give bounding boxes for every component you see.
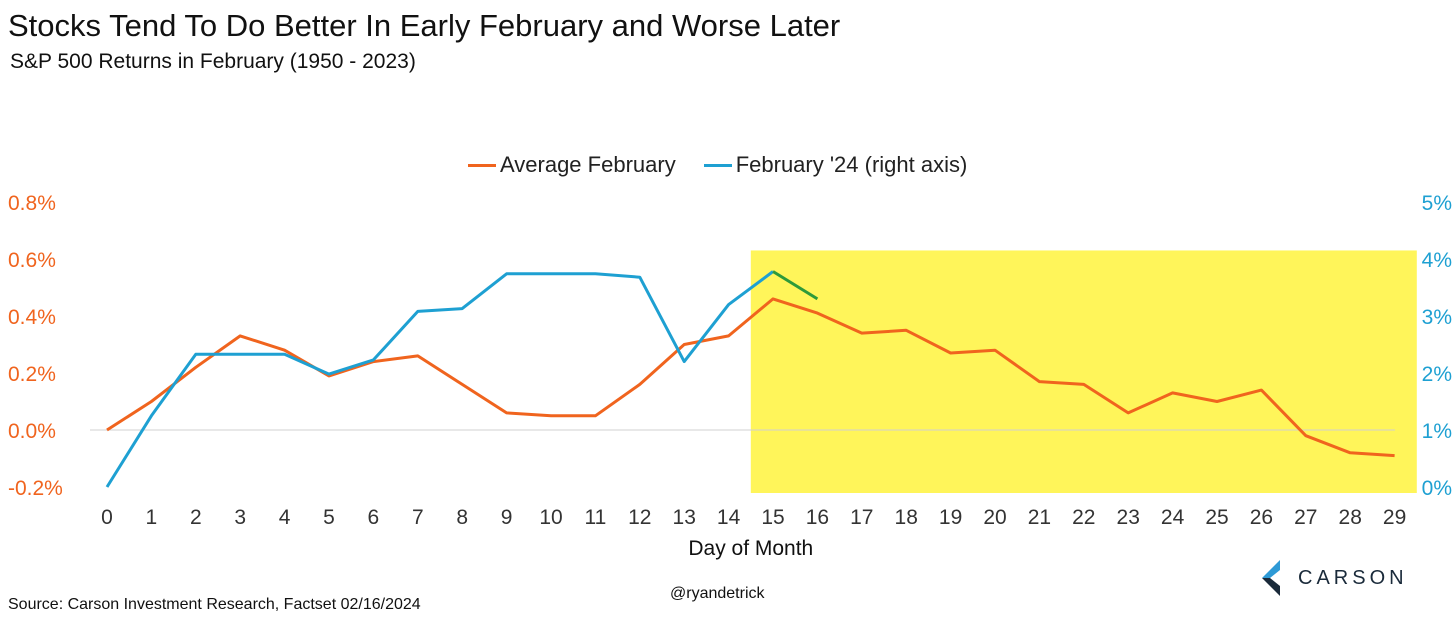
carson-logo: CARSON	[1262, 560, 1408, 596]
legend-item-average: Average February	[468, 152, 676, 178]
left-axis-tick: 0.6%	[8, 249, 56, 272]
right-axis-tick: 4%	[1422, 249, 1452, 272]
chart-subtitle: S&P 500 Returns in February (1950 - 2023…	[10, 50, 416, 73]
left-axis-tick: 0.4%	[8, 306, 56, 329]
source-note: Source: Carson Investment Research, Fact…	[8, 596, 421, 613]
x-axis-tick: 26	[1250, 506, 1273, 529]
x-axis-tick: 22	[1072, 506, 1095, 529]
carson-logo-icon	[1262, 560, 1280, 596]
x-axis-tick: 25	[1205, 506, 1228, 529]
right-axis-tick: 0%	[1422, 477, 1452, 500]
x-axis-tick: 21	[1028, 506, 1051, 529]
legend: Average February February '24 (right axi…	[468, 152, 995, 178]
legend-label-average: Average February	[500, 152, 676, 177]
right-axis-tick: 5%	[1422, 192, 1452, 215]
right-axis-tick: 1%	[1422, 420, 1452, 443]
x-axis-tick: 19	[939, 506, 962, 529]
x-axis-tick: 15	[761, 506, 784, 529]
x-axis-tick: 24	[1161, 506, 1185, 529]
left-axis-tick: 0.8%	[8, 192, 56, 215]
x-axis-tick: 4	[279, 506, 291, 529]
author-handle: @ryandetrick	[670, 585, 765, 602]
left-axis-tick: 0.2%	[8, 363, 56, 386]
chart-title: Stocks Tend To Do Better In Early Februa…	[8, 8, 841, 43]
x-axis-tick: 9	[501, 506, 513, 529]
highlight-region	[750, 250, 1417, 493]
x-axis-tick: 12	[628, 506, 651, 529]
x-axis-tick: 6	[368, 506, 380, 529]
x-axis-tick: 3	[234, 506, 246, 529]
x-axis-tick: 14	[717, 506, 741, 529]
right-axis-tick: 2%	[1422, 363, 1452, 386]
x-axis-tick: 10	[539, 506, 562, 529]
x-axis-tick: 28	[1339, 506, 1362, 529]
legend-swatch-feb24	[703, 163, 732, 167]
legend-swatch-average	[468, 163, 496, 167]
x-axis-tick: 18	[895, 506, 918, 529]
series-line-february-24	[105, 270, 774, 488]
x-axis-tick: 16	[806, 506, 829, 529]
left-axis-tick: 0.0%	[8, 420, 56, 443]
x-axis-tick: 11	[584, 506, 606, 529]
series-line-february-24-latest	[772, 270, 819, 301]
x-axis-tick: 8	[456, 506, 468, 529]
carson-logo-text: CARSON	[1298, 566, 1408, 589]
x-axis-tick: 5	[323, 506, 335, 529]
x-axis-tick: 0	[101, 506, 113, 529]
x-axis-tick: 1	[146, 506, 158, 529]
x-axis-label: Day of Month	[688, 537, 813, 560]
right-axis-tick: 3%	[1422, 306, 1452, 329]
left-axis-tick: -0.2%	[8, 477, 63, 500]
x-axis-tick: 20	[983, 506, 1006, 529]
x-axis-tick: 23	[1117, 506, 1140, 529]
x-axis-tick: 13	[673, 506, 696, 529]
x-axis-tick: 17	[850, 506, 873, 529]
legend-label-feb24: February '24 (right axis)	[735, 152, 968, 177]
x-axis-tick: 27	[1294, 506, 1317, 529]
x-axis-tick: 2	[190, 506, 202, 529]
x-axis-tick: 7	[412, 506, 424, 529]
legend-item-feb24: February '24 (right axis)	[703, 152, 968, 178]
x-axis-tick: 29	[1383, 506, 1406, 529]
